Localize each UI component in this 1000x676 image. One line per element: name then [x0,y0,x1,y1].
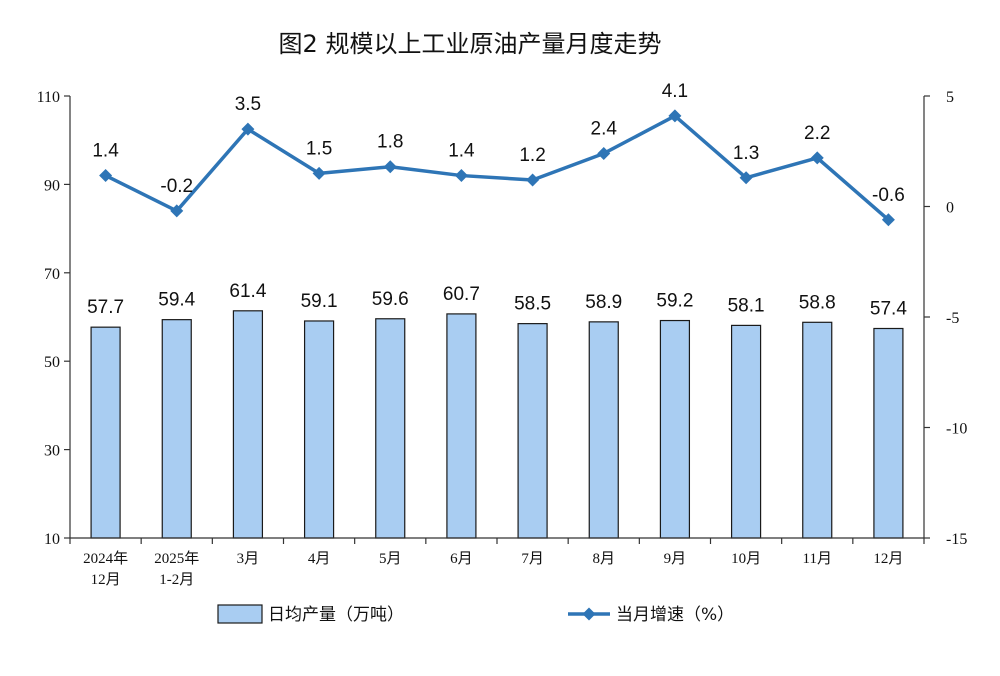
bar-series [90,310,904,539]
right-axis-tick-label: 5 [946,89,954,106]
bar [446,313,477,539]
line-point [170,204,184,218]
bar-value-label: 57.4 [870,298,907,319]
line-point [99,169,113,183]
line-path [104,114,890,222]
bar [588,321,619,539]
x-axis-tick-label: 6月 [450,551,473,567]
x-axis-tick-label: 5月 [379,551,402,567]
legend-bar-label: 日均产量（万吨） [268,605,404,625]
bar-data-labels: 57.7 59.4 61.4 59.1 59.6 60.7 58.5 58.9 59.2 58.1… [87,281,907,320]
chart-title: 图2 规模以上工业原油产量月度走势 [279,30,662,58]
x-axis-tick-label: 8月 [592,551,615,567]
bar [517,323,548,539]
bar-value-label: 58.9 [585,292,622,313]
axes: 10 30 50 70 90 110 -15 -10 -5 0 5 2024年 12月 2025年 1-2月… [37,89,968,588]
right-axis-tick-label: 0 [946,200,954,217]
left-axis-tick-label: 70 [44,266,60,283]
line-value-label: -0.2 [160,176,193,197]
bar [303,320,335,539]
bar [730,324,762,539]
left-axis-tick-label: 50 [44,354,60,371]
bar-value-label: 59.1 [301,291,338,312]
line-point [241,122,255,136]
x-axis-tick-label: 7月 [521,551,544,567]
bar-value-label: 57.7 [87,297,124,318]
x-axis-tick-label: 2025年 [154,550,199,567]
bar-value-label: 60.7 [443,284,480,305]
line-value-label: 2.2 [804,123,830,144]
line-value-label: 1.3 [733,143,759,164]
bar [232,310,264,539]
line-value-label: -0.6 [872,185,905,206]
line-point [597,146,611,160]
left-axis-tick-label: 110 [37,89,60,106]
x-axis-tick-label: 9月 [664,551,687,567]
bar-value-label: 58.5 [514,294,551,315]
bar-value-label: 59.2 [656,291,693,312]
line-point [739,171,753,185]
line-value-label: 4.1 [662,81,688,102]
line-point [526,173,540,187]
line-value-label: 1.5 [306,138,332,159]
line-value-label: 1.2 [519,145,545,166]
legend: 日均产量（万吨） 当月增速（%） [217,604,734,625]
line-value-label: 2.4 [591,118,618,139]
legend-bar-swatch [217,604,263,624]
x-axis-tick-label: 4月 [308,551,331,567]
right-axis-tick-label: -10 [946,421,967,438]
line-value-label: 3.5 [235,94,261,115]
line-point [312,166,326,180]
x-axis-tick-label: 1-2月 [159,572,194,588]
right-axis-tick-label: -5 [946,310,959,327]
line-value-label: 1.8 [377,132,403,153]
line-series [99,109,895,227]
line-point [881,213,895,227]
x-axis-tick-label: 11月 [803,551,832,567]
left-axis-tick-label: 10 [44,531,60,548]
line-point [383,160,397,174]
bar [90,326,121,539]
left-axis-tick-label: 90 [44,177,60,194]
x-axis-tick-label: 10月 [731,551,761,567]
bar-value-label: 61.4 [229,281,266,302]
bar [375,318,406,539]
legend-line-marker [582,607,596,621]
bar [659,319,691,539]
x-axis-tick-label: 12月 [91,572,121,588]
line-value-label: 1.4 [448,141,475,162]
x-axis-tick-label: 12月 [873,551,903,567]
bar [161,319,192,539]
right-axis-tick-label: -15 [946,531,967,548]
bar [802,321,833,539]
bar-value-label: 59.6 [372,289,409,310]
left-axis-tick-label: 30 [44,443,60,460]
x-axis-tick-label: 3月 [237,551,260,567]
line-point [668,109,682,123]
bar-value-label: 59.4 [158,290,195,311]
bar-value-label: 58.8 [799,292,836,313]
bar [873,327,904,539]
line-value-label: 1.4 [92,141,119,162]
x-axis-tick-label: 2024年 [83,550,128,567]
line-point [810,151,824,165]
line-data-labels: 1.4 -0.2 3.5 1.5 1.8 1.4 1.2 2.4 4.1 1.3 2.2 -0.6 [92,81,904,206]
bar-value-label: 58.1 [728,295,765,316]
legend-line-label: 当月增速（%） [616,605,734,625]
line-point [454,169,468,183]
